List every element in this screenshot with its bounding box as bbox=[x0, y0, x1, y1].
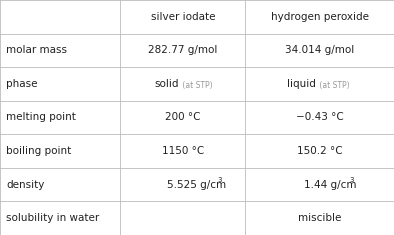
Text: boiling point: boiling point bbox=[6, 146, 71, 156]
Text: phase: phase bbox=[6, 79, 37, 89]
Text: density: density bbox=[6, 180, 44, 190]
Text: molar mass: molar mass bbox=[6, 45, 67, 55]
Text: miscible: miscible bbox=[298, 213, 342, 223]
Text: liquid: liquid bbox=[287, 79, 316, 89]
Text: (at STP): (at STP) bbox=[317, 81, 349, 90]
Text: solubility in water: solubility in water bbox=[6, 213, 99, 223]
Text: hydrogen peroxide: hydrogen peroxide bbox=[271, 12, 369, 22]
Text: 1.44 g/cm: 1.44 g/cm bbox=[304, 180, 357, 190]
Text: 1150 °C: 1150 °C bbox=[162, 146, 204, 156]
Text: silver iodate: silver iodate bbox=[151, 12, 215, 22]
Text: 200 °C: 200 °C bbox=[165, 113, 201, 122]
Text: 282.77 g/mol: 282.77 g/mol bbox=[148, 45, 217, 55]
Text: solid: solid bbox=[154, 79, 179, 89]
Text: 5.525 g/cm: 5.525 g/cm bbox=[167, 180, 226, 190]
Text: melting point: melting point bbox=[6, 113, 76, 122]
Text: 34.014 g/mol: 34.014 g/mol bbox=[285, 45, 354, 55]
Text: 3: 3 bbox=[217, 177, 222, 183]
Text: 150.2 °C: 150.2 °C bbox=[297, 146, 342, 156]
Text: (at STP): (at STP) bbox=[180, 81, 212, 90]
Text: −0.43 °C: −0.43 °C bbox=[296, 113, 344, 122]
Text: 3: 3 bbox=[349, 177, 354, 183]
